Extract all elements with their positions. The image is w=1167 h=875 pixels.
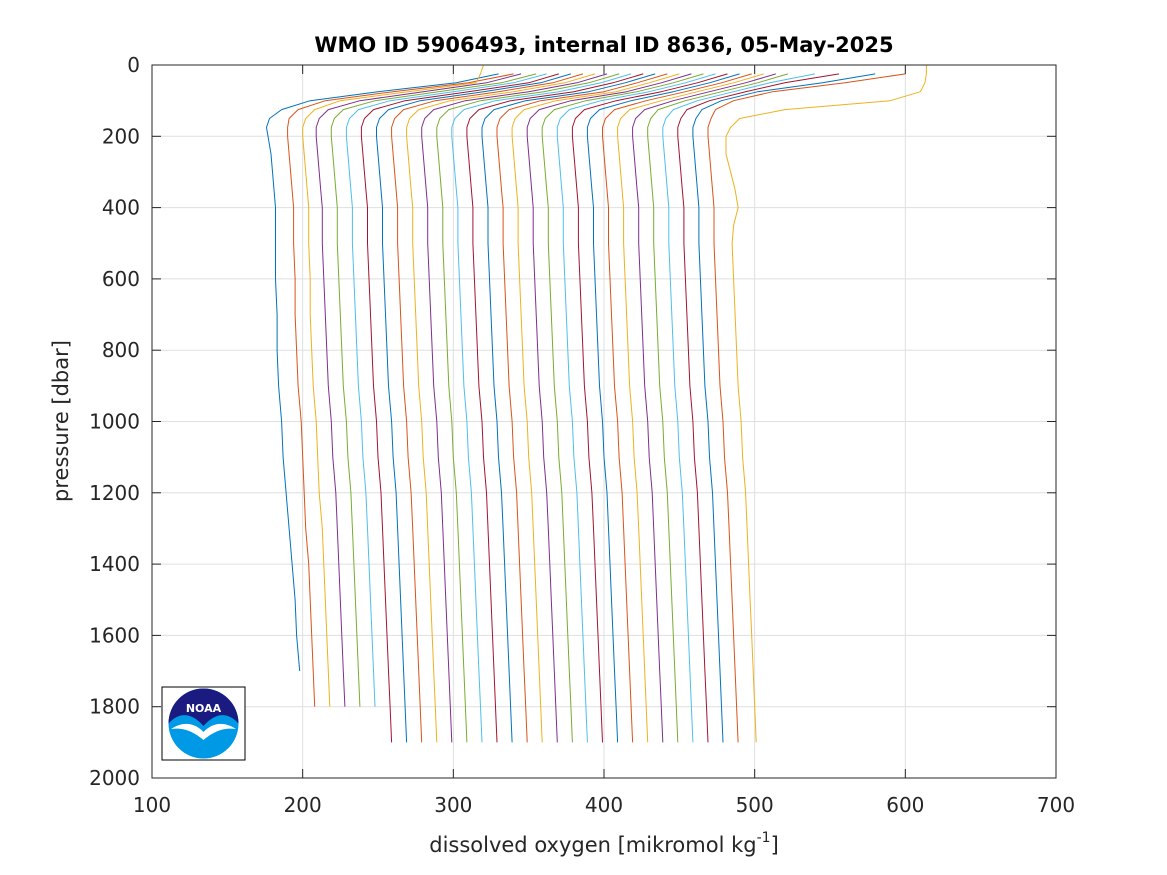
- profile-line-20: [556, 73, 716, 743]
- profile-line-1: [266, 73, 499, 672]
- profile-line-13: [451, 73, 632, 743]
- logo-text: NOAA: [186, 702, 222, 715]
- y-tick-label: 1600: [89, 623, 140, 647]
- chart-title: WMO ID 5906493, internal ID 8636, 05-May…: [314, 33, 893, 57]
- profile-line-31: [725, 65, 927, 743]
- x-axis-title: dissolved oxygen [mikromol kg-1]: [429, 830, 779, 857]
- x-axis-title-end: ]: [771, 833, 779, 857]
- profile-line-22: [586, 73, 740, 743]
- profile-line-4: [315, 73, 522, 707]
- profile-line-27: [662, 73, 815, 743]
- x-axis-title-main: dissolved oxygen [mikromol kg: [429, 833, 756, 857]
- profile-line-14: [466, 73, 644, 743]
- y-tick-label: 1000: [89, 410, 140, 434]
- x-tick-label: 200: [284, 793, 322, 817]
- x-tick-label: 400: [585, 793, 623, 817]
- profile-line-19: [541, 73, 704, 743]
- x-tick-label: 600: [886, 793, 924, 817]
- profile-line-6: [345, 73, 547, 707]
- profile-line-2: [287, 73, 514, 707]
- profile-line-28: [677, 73, 840, 743]
- profile-line-17: [511, 73, 680, 743]
- profile-line-3: [302, 64, 484, 707]
- y-tick-label: 1400: [89, 552, 140, 576]
- x-tick-label: 700: [1037, 793, 1075, 817]
- noaa-logo: NOAA: [161, 686, 246, 761]
- profile-line-12: [436, 73, 620, 743]
- y-tick-label: 0: [127, 53, 140, 77]
- y-tick-label: 600: [102, 267, 140, 291]
- x-axis-title-sup: -1: [757, 830, 771, 846]
- profile-line-21: [571, 73, 728, 743]
- profile-line-23: [602, 73, 752, 743]
- logo-disc-dark: [168, 688, 239, 726]
- y-tick-label: 2000: [89, 766, 140, 790]
- axis-ticks: [151, 64, 1057, 779]
- profile-line-8: [376, 73, 572, 743]
- profile-line-29: [692, 73, 876, 743]
- profile-line-15: [481, 73, 656, 743]
- profile-line-5: [330, 73, 537, 707]
- y-axis-title: pressure [dbar]: [49, 340, 73, 502]
- series-layer: [266, 64, 927, 743]
- profile-line-11: [421, 73, 608, 743]
- logo-gull-wave: [171, 723, 236, 740]
- profile-line-9: [391, 73, 584, 743]
- y-tick-label: 1200: [89, 481, 140, 505]
- profile-line-16: [496, 73, 668, 743]
- y-tick-label: 200: [102, 124, 140, 148]
- x-tick-label: 100: [133, 793, 171, 817]
- profile-line-7: [360, 73, 559, 743]
- profile-line-18: [526, 73, 692, 743]
- profile-line-24: [617, 73, 764, 743]
- axis-tick-labels: 100 200 300 400 500 600 700 0 200 400 600 800 1000 12…: [89, 53, 1075, 817]
- x-tick-label: 500: [736, 793, 774, 817]
- x-tick-label: 300: [434, 793, 472, 817]
- profile-line-26: [647, 73, 788, 743]
- profile-line-30: [707, 73, 906, 743]
- y-tick-label: 1800: [89, 695, 140, 719]
- profile-line-25: [632, 73, 776, 743]
- y-tick-label: 400: [102, 196, 140, 220]
- y-tick-label: 800: [102, 338, 140, 362]
- profile-line-10: [406, 73, 596, 743]
